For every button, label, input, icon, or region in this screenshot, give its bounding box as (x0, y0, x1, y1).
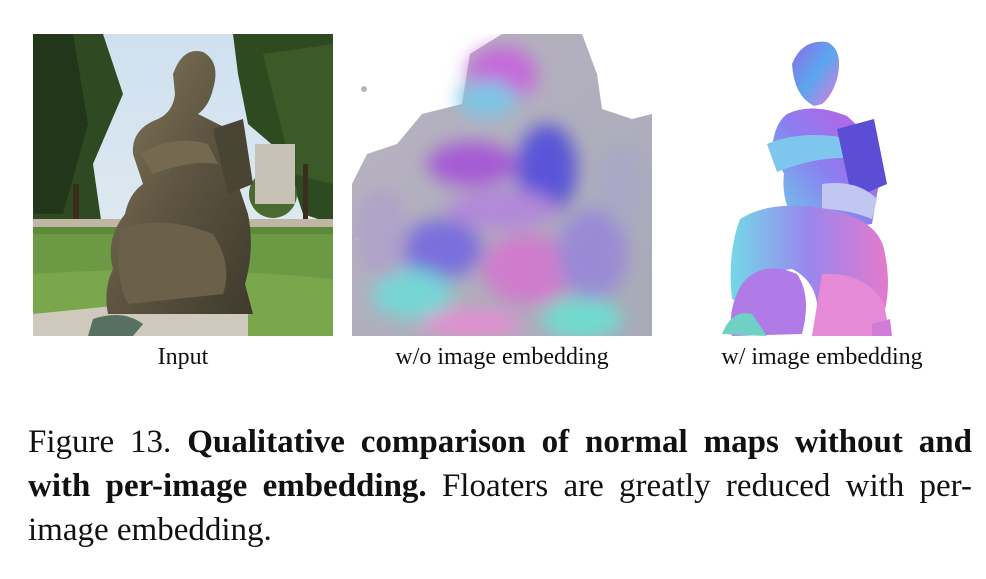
clean-normal-map-icon (672, 34, 972, 336)
statue-photo-icon (33, 34, 333, 336)
caption-bold-title: Qualitative comparison of normal maps wi… (28, 424, 972, 504)
panel-label-input: Input (157, 344, 209, 370)
normal-map-without-embedding (352, 34, 652, 336)
figure-caption: Figure 13. Qualitative comparison of nor… (28, 420, 972, 552)
normal-map-with-embedding (672, 34, 972, 336)
panel-label-with-embedding: w/ image embedding (721, 344, 923, 370)
caption-body: Floaters are greatly reduced with per-im… (28, 468, 972, 548)
panel-label-without-embedding: w/o image embedding (395, 344, 609, 370)
input-image (33, 34, 333, 336)
figure-number: Figure 13. (28, 424, 172, 460)
noisy-normal-map-icon (352, 34, 652, 336)
